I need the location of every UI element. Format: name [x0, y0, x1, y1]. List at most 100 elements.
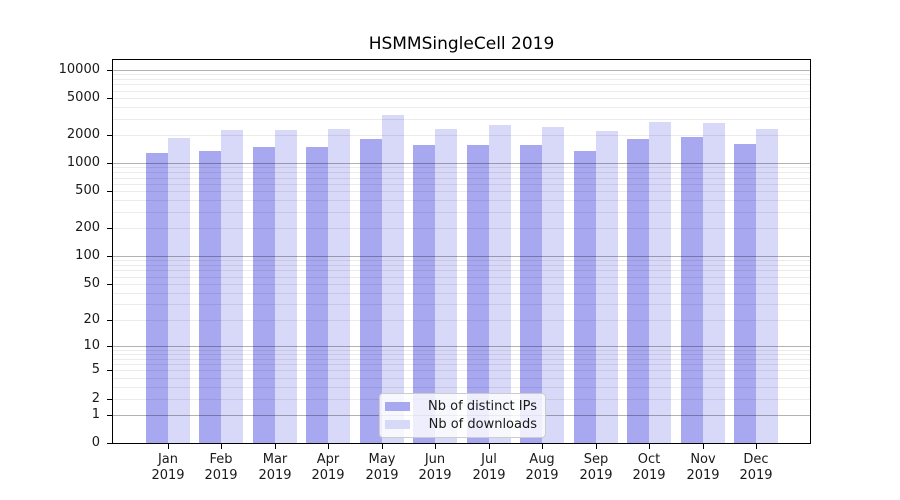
x-tick-label-oct: Oct 2019 [619, 452, 679, 483]
x-tick-label-month: Aug [529, 452, 555, 467]
x-tick-label-month: Jun [424, 452, 446, 467]
y-tick-mark [107, 399, 112, 400]
gridline-minor [113, 107, 810, 108]
x-tick-mark [649, 444, 650, 449]
gridline-minor [113, 167, 810, 168]
gridline-minor [113, 293, 810, 294]
x-tick-label-month: Nov [690, 452, 716, 467]
x-tick-label-month: Feb [209, 452, 233, 467]
plot-area: Nb of distinct IPs Nb of downloads [112, 59, 811, 444]
x-tick-label-year: 2019 [472, 467, 506, 483]
x-tick-label-sep: Sep 2019 [566, 452, 626, 483]
gridline-minor [113, 320, 810, 321]
gridline-minor [113, 228, 810, 229]
bar-nb-of-downloads-may [382, 115, 404, 443]
y-tick-mark [107, 191, 112, 192]
y-tick-label: 2000 [66, 127, 100, 142]
gridline-minor [113, 387, 810, 388]
gridline-minor [113, 277, 810, 278]
gridline-minor [113, 270, 810, 271]
y-tick-label: 5 [91, 362, 100, 377]
gridline-minor [113, 172, 810, 173]
x-tick-mark [596, 444, 597, 449]
x-tick-label-month: Jan [157, 452, 179, 467]
bar-nb-of-downloads-apr [328, 129, 350, 443]
y-tick-mark [107, 346, 112, 347]
gridline-minor [113, 98, 810, 99]
x-tick-label-jun: Jun 2019 [405, 452, 465, 483]
bar-nb-of-distinct-ips-aug [520, 145, 542, 443]
gridline-major [113, 163, 810, 164]
y-tick-mark [107, 370, 112, 371]
bar-nb-of-downloads-mar [275, 130, 297, 443]
bar-nb-of-distinct-ips-nov [681, 137, 703, 443]
x-tick-label-year: 2019 [418, 467, 452, 483]
gridline-minor [113, 200, 810, 201]
legend-swatch-nb-of-distinct-ips [385, 402, 410, 412]
bar-nb-of-downloads-nov [703, 123, 725, 443]
gridline-minor [113, 378, 810, 379]
bar-nb-of-downloads-dec [756, 129, 778, 443]
gridline-minor [113, 74, 810, 75]
y-tick-mark [107, 284, 112, 285]
x-tick-label-nov: Nov 2019 [673, 452, 733, 483]
bar-nb-of-downloads-jun [435, 129, 457, 443]
x-tick-mark [489, 444, 490, 449]
x-tick-mark [756, 444, 757, 449]
chart-title: HSMMSingleCell 2019 [368, 34, 555, 54]
y-tick-label: 10000 [58, 62, 100, 77]
gridline-minor [113, 212, 810, 213]
x-tick-label-mar: Mar 2019 [245, 452, 305, 483]
legend-row-nb-of-distinct-ips: Nb of distinct IPs [385, 398, 537, 416]
y-tick-mark [107, 70, 112, 71]
y-tick-label: 0 [91, 435, 100, 450]
x-tick-mark [275, 444, 276, 449]
legend: Nb of distinct IPs Nb of downloads [379, 393, 546, 438]
gridline-minor [113, 84, 810, 85]
y-tick-mark [107, 135, 112, 136]
x-tick-label-feb: Feb 2019 [191, 452, 251, 483]
legend-row-nb-of-downloads: Nb of downloads [385, 416, 537, 434]
x-tick-label-year: 2019 [311, 467, 345, 483]
x-tick-mark [703, 444, 704, 449]
gridline-minor [113, 184, 810, 185]
x-tick-label-apr: Apr 2019 [298, 452, 358, 483]
y-tick-label: 1 [91, 407, 100, 422]
gridline-minor [113, 135, 810, 136]
bar-nb-of-distinct-ips-jan [146, 153, 168, 443]
y-tick-label: 20 [83, 312, 100, 327]
x-tick-label-month: Mar [262, 452, 288, 467]
legend-swatch-nb-of-downloads [385, 419, 410, 429]
x-tick-label-month: Apr [316, 452, 340, 467]
bar-nb-of-distinct-ips-jun [413, 145, 435, 443]
x-tick-label-year: 2019 [365, 467, 399, 483]
gridline-minor [113, 304, 810, 305]
bar-nb-of-distinct-ips-may [360, 139, 382, 443]
x-tick-mark [435, 444, 436, 449]
x-tick-label-month: Dec [743, 452, 769, 467]
y-tick-mark [107, 256, 112, 257]
bar-nb-of-downloads-aug [542, 127, 564, 443]
gridline-minor [113, 370, 810, 371]
bar-nb-of-distinct-ips-apr [306, 147, 328, 443]
x-tick-label-jan: Jan 2019 [138, 452, 198, 483]
gridline-minor [113, 350, 810, 351]
x-tick-label-month: Jul [481, 452, 497, 467]
gridline-minor [113, 359, 810, 360]
bar-nb-of-distinct-ips-sep [574, 151, 596, 443]
bar-nb-of-downloads-feb [221, 130, 243, 443]
legend-label-nb-of-downloads: Nb of downloads [428, 416, 537, 432]
x-tick-label-month: Oct [637, 452, 661, 467]
y-tick-mark [107, 163, 112, 164]
y-tick-mark [107, 443, 112, 444]
y-tick-mark [107, 415, 112, 416]
gridline-minor [113, 284, 810, 285]
x-tick-mark [168, 444, 169, 449]
legend-label-nb-of-distinct-ips: Nb of distinct IPs [428, 399, 537, 415]
gridline-minor [113, 79, 810, 80]
x-tick-mark [221, 444, 222, 449]
gridline-minor [113, 260, 810, 261]
gridline-minor [113, 191, 810, 192]
gridline-minor [113, 265, 810, 266]
y-tick-mark [107, 320, 112, 321]
